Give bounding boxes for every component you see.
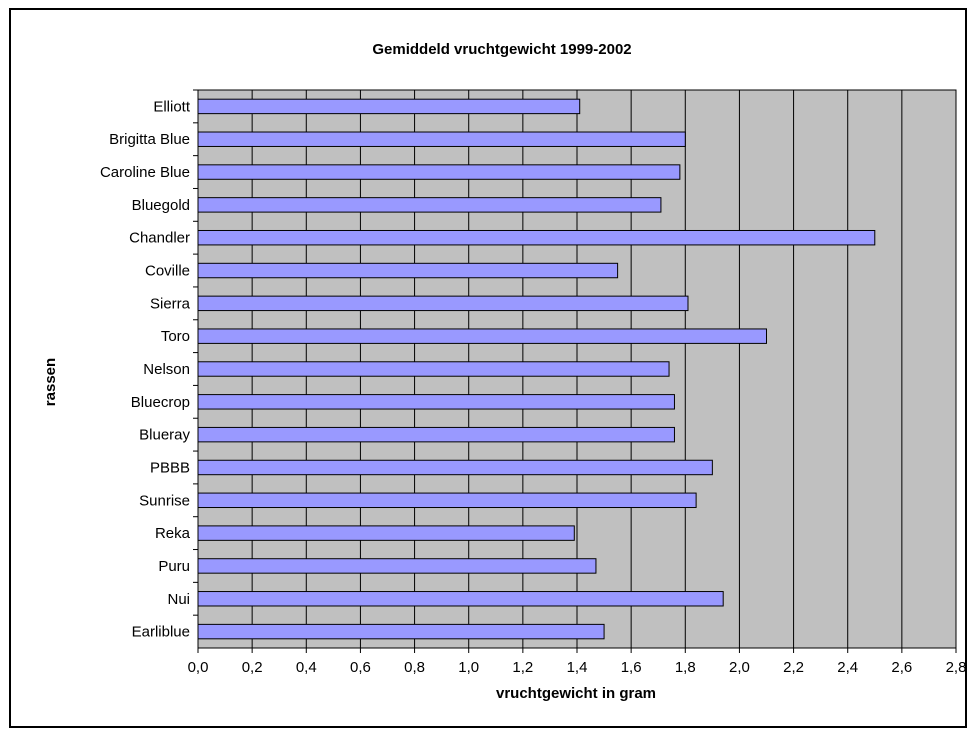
x-tick-label: 2,8 [946, 659, 967, 676]
category-label: Toro [161, 328, 190, 345]
x-tick-label: 2,0 [729, 659, 750, 676]
bar [197, 229, 876, 246]
category-label: Blueray [139, 427, 190, 444]
category-label: Coville [145, 263, 190, 280]
category-labels: Elliott Brigitta Blue Caroline Blue Bluegol… [100, 98, 191, 640]
bar [197, 164, 681, 180]
x-tick-label: 2,2 [783, 659, 804, 676]
bar [197, 459, 713, 476]
category-label: Nui [167, 591, 190, 608]
category-label: Puru [158, 558, 190, 575]
bar [197, 361, 670, 377]
category-label: Chandler [129, 230, 190, 247]
bar [197, 295, 689, 312]
category-label: PBBB [150, 459, 190, 476]
x-tick-label: 1,6 [621, 659, 642, 676]
x-tick-label: 1,4 [567, 659, 588, 676]
x-tick-label: 0,2 [242, 659, 263, 676]
category-label: Caroline Blue [100, 164, 190, 181]
category-label: Sunrise [139, 492, 190, 509]
bars [197, 98, 876, 640]
bar [197, 394, 675, 410]
x-tick-label: 2,4 [837, 659, 858, 676]
bar [197, 623, 605, 640]
chart-title: Gemiddeld vruchtgewicht 1999-2002 [372, 41, 631, 58]
bar [197, 98, 581, 115]
bar [197, 525, 575, 541]
bar [197, 328, 767, 344]
chart-frame: Gemiddeld vruchtgewicht 1999-2002 Elliot… [9, 8, 967, 728]
bar [197, 591, 724, 607]
bar [197, 131, 686, 147]
x-tick-label: 0,6 [350, 659, 371, 676]
y-axis-title: rassen [42, 358, 59, 406]
category-label: Sierra [150, 295, 191, 312]
plot-border [197, 89, 957, 649]
bar [197, 492, 697, 509]
bar-chart: Gemiddeld vruchtgewicht 1999-2002 Elliot… [42, 41, 967, 702]
x-tick-label: 0,8 [404, 659, 425, 676]
bar [197, 197, 662, 213]
x-tick-labels: 0,0 0,2 0,4 0,6 0,8 1,0 1,2 1,4 1,6 1,8 2,0 2,2 2,4 2… [188, 659, 967, 676]
bar [197, 558, 597, 574]
category-label: Bluegold [132, 197, 190, 214]
category-label: Elliott [153, 98, 191, 115]
x-tick-label: 0,4 [296, 659, 317, 676]
bar [197, 426, 675, 443]
x-tick-label: 0,0 [188, 659, 209, 676]
x-tick-label: 1,8 [675, 659, 696, 676]
x-tick-label: 2,6 [891, 659, 912, 676]
category-label: Brigitta Blue [109, 131, 190, 148]
x-axis-title: vruchtgewicht in gram [496, 685, 656, 702]
category-label: Bluecrop [131, 394, 190, 411]
category-label: Earliblue [132, 624, 190, 641]
bar [197, 262, 619, 279]
x-tick-label: 1,2 [512, 659, 533, 676]
category-label: Reka [155, 525, 191, 542]
category-label: Nelson [143, 361, 190, 378]
x-tick-label: 1,0 [458, 659, 479, 676]
